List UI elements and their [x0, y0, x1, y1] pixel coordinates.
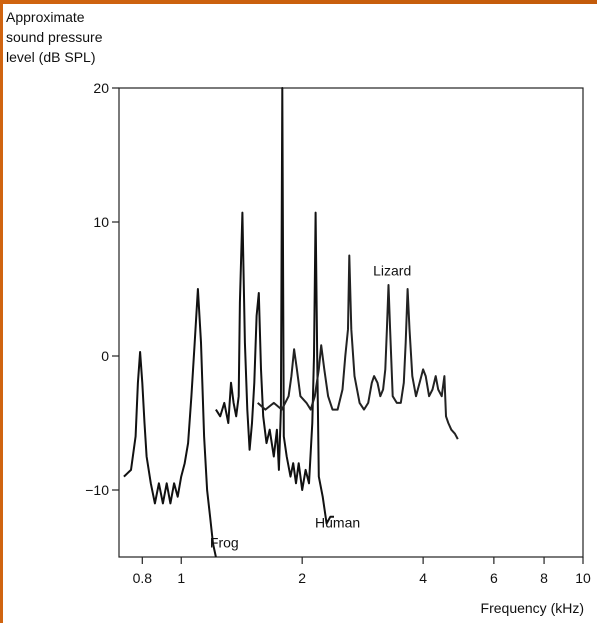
annotation-human: Human	[315, 515, 360, 531]
x-tick-label: 0.8	[133, 570, 153, 586]
x-tick-label: 2	[298, 570, 306, 586]
series-line-human	[215, 87, 334, 525]
annotations: Lizard Human Frog	[210, 263, 411, 551]
x-tick-label: 4	[419, 570, 427, 586]
axes: 20 10 0 −10 0.8 1 2 4 6 8 10	[85, 80, 591, 586]
y-tick-label: 10	[93, 214, 109, 230]
y-axis-label-line-2: sound pressure	[6, 29, 103, 45]
plot-frame	[118, 87, 584, 558]
series-line-frog	[123, 288, 217, 558]
y-axis-label-line-3: level (dB SPL)	[6, 49, 95, 65]
y-axis-label-line-1: Approximate	[6, 9, 85, 25]
y-tick-label: −10	[85, 482, 109, 498]
x-tick-label: 8	[540, 570, 548, 586]
y-tick-label: 20	[93, 80, 109, 96]
y-tick-label: 0	[101, 348, 109, 364]
series-line-lizard	[257, 254, 459, 440]
data-series	[123, 87, 459, 558]
x-tick-label: 6	[490, 570, 498, 586]
annotation-frog: Frog	[210, 535, 239, 551]
annotation-lizard: Lizard	[373, 263, 411, 279]
x-tick-label: 10	[575, 570, 591, 586]
x-axis-label: Frequency (kHz)	[481, 600, 584, 616]
x-tick-label: 1	[177, 570, 185, 586]
figure-panel	[3, 4, 597, 623]
